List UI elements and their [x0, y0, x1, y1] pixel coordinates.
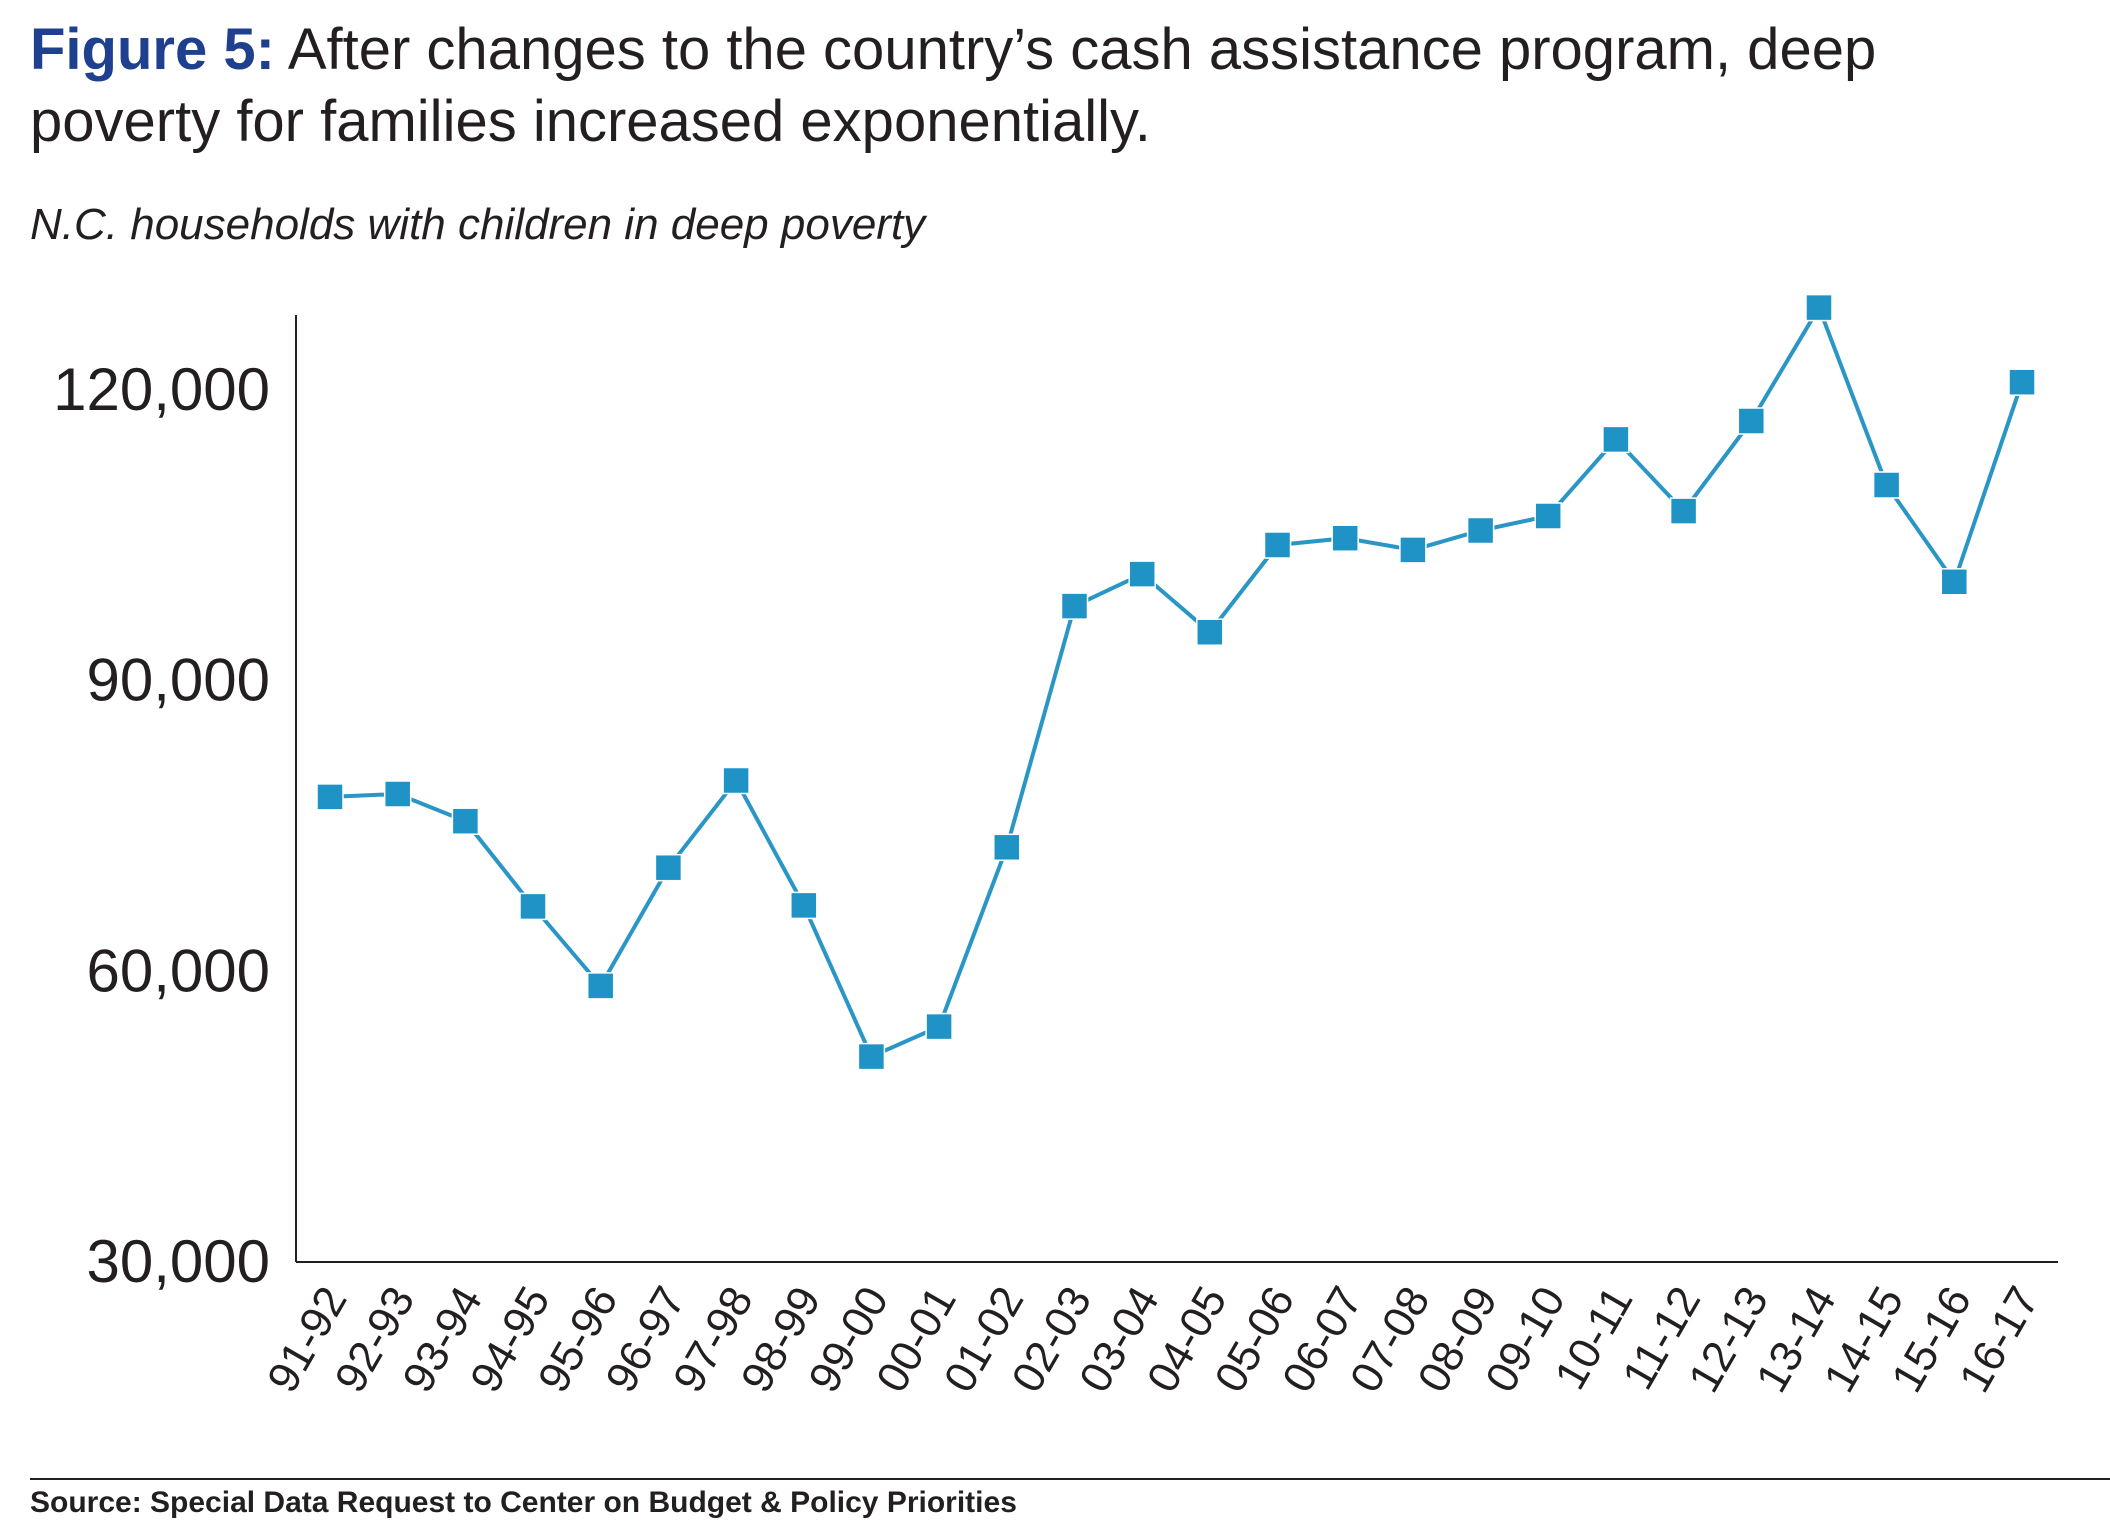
y-axis-ticks: 30,000 60,000 90,000 120,000: [53, 356, 270, 1295]
x-axis-ticks: 91-9292-9393-9494-9595-9696-9797-9898-99…: [258, 1278, 2049, 1400]
data-point-marker: [1805, 293, 1833, 322]
y-tick-label: 60,000: [86, 937, 270, 1004]
data-point-marker: [1737, 407, 1766, 435]
data-point-marker: [925, 1012, 953, 1041]
data-point-marker: [316, 783, 344, 811]
series-line: [329, 303, 2024, 1060]
chart-subtitle: N.C. households with children in deep po…: [30, 200, 926, 249]
data-point-marker: [1466, 516, 1495, 545]
data-point-marker: [1060, 592, 1089, 620]
data-point-marker: [654, 853, 683, 882]
data-point-marker: [1128, 560, 1156, 588]
data-point-marker: [1534, 502, 1562, 530]
data-point-marker: [790, 891, 818, 920]
data-point-marker: [1940, 568, 1969, 596]
data-point-marker: [451, 807, 480, 835]
figure-title-text: After changes to the country’s cash assi…: [30, 17, 1877, 154]
data-point-marker: [1602, 425, 1630, 454]
data-point-marker: [993, 833, 1021, 862]
source-divider: [30, 1478, 2110, 1480]
source-note: Source: Special Data Request to Center o…: [30, 1486, 1017, 1519]
line-chart: 30,000 60,000 90,000 120,000 91-9292-9393-9…: [53, 293, 2058, 1400]
figure-label: Figure 5:: [30, 17, 275, 82]
series-markers: [316, 293, 2036, 1071]
data-point-marker: [1196, 618, 1224, 646]
y-tick-label: 30,000: [86, 1228, 270, 1295]
chart-axes: [295, 315, 2058, 1263]
y-tick-label: 90,000: [86, 647, 270, 714]
data-point-marker: [586, 972, 615, 1000]
data-point-marker: [1669, 497, 1698, 525]
data-point-marker: [722, 766, 750, 795]
data-point-marker: [1872, 471, 1901, 499]
data-point-marker: [1399, 536, 1427, 564]
data-point-marker: [383, 780, 412, 808]
data-point-marker: [519, 892, 547, 921]
y-tick-label: 120,000: [53, 356, 270, 423]
data-point-marker: [2008, 368, 2036, 396]
data-point-marker: [1263, 531, 1292, 559]
data-point-marker: [857, 1042, 886, 1071]
data-point-marker: [1331, 524, 1359, 552]
chart-title: Figure 5: After changes to the country’s…: [30, 14, 2080, 158]
